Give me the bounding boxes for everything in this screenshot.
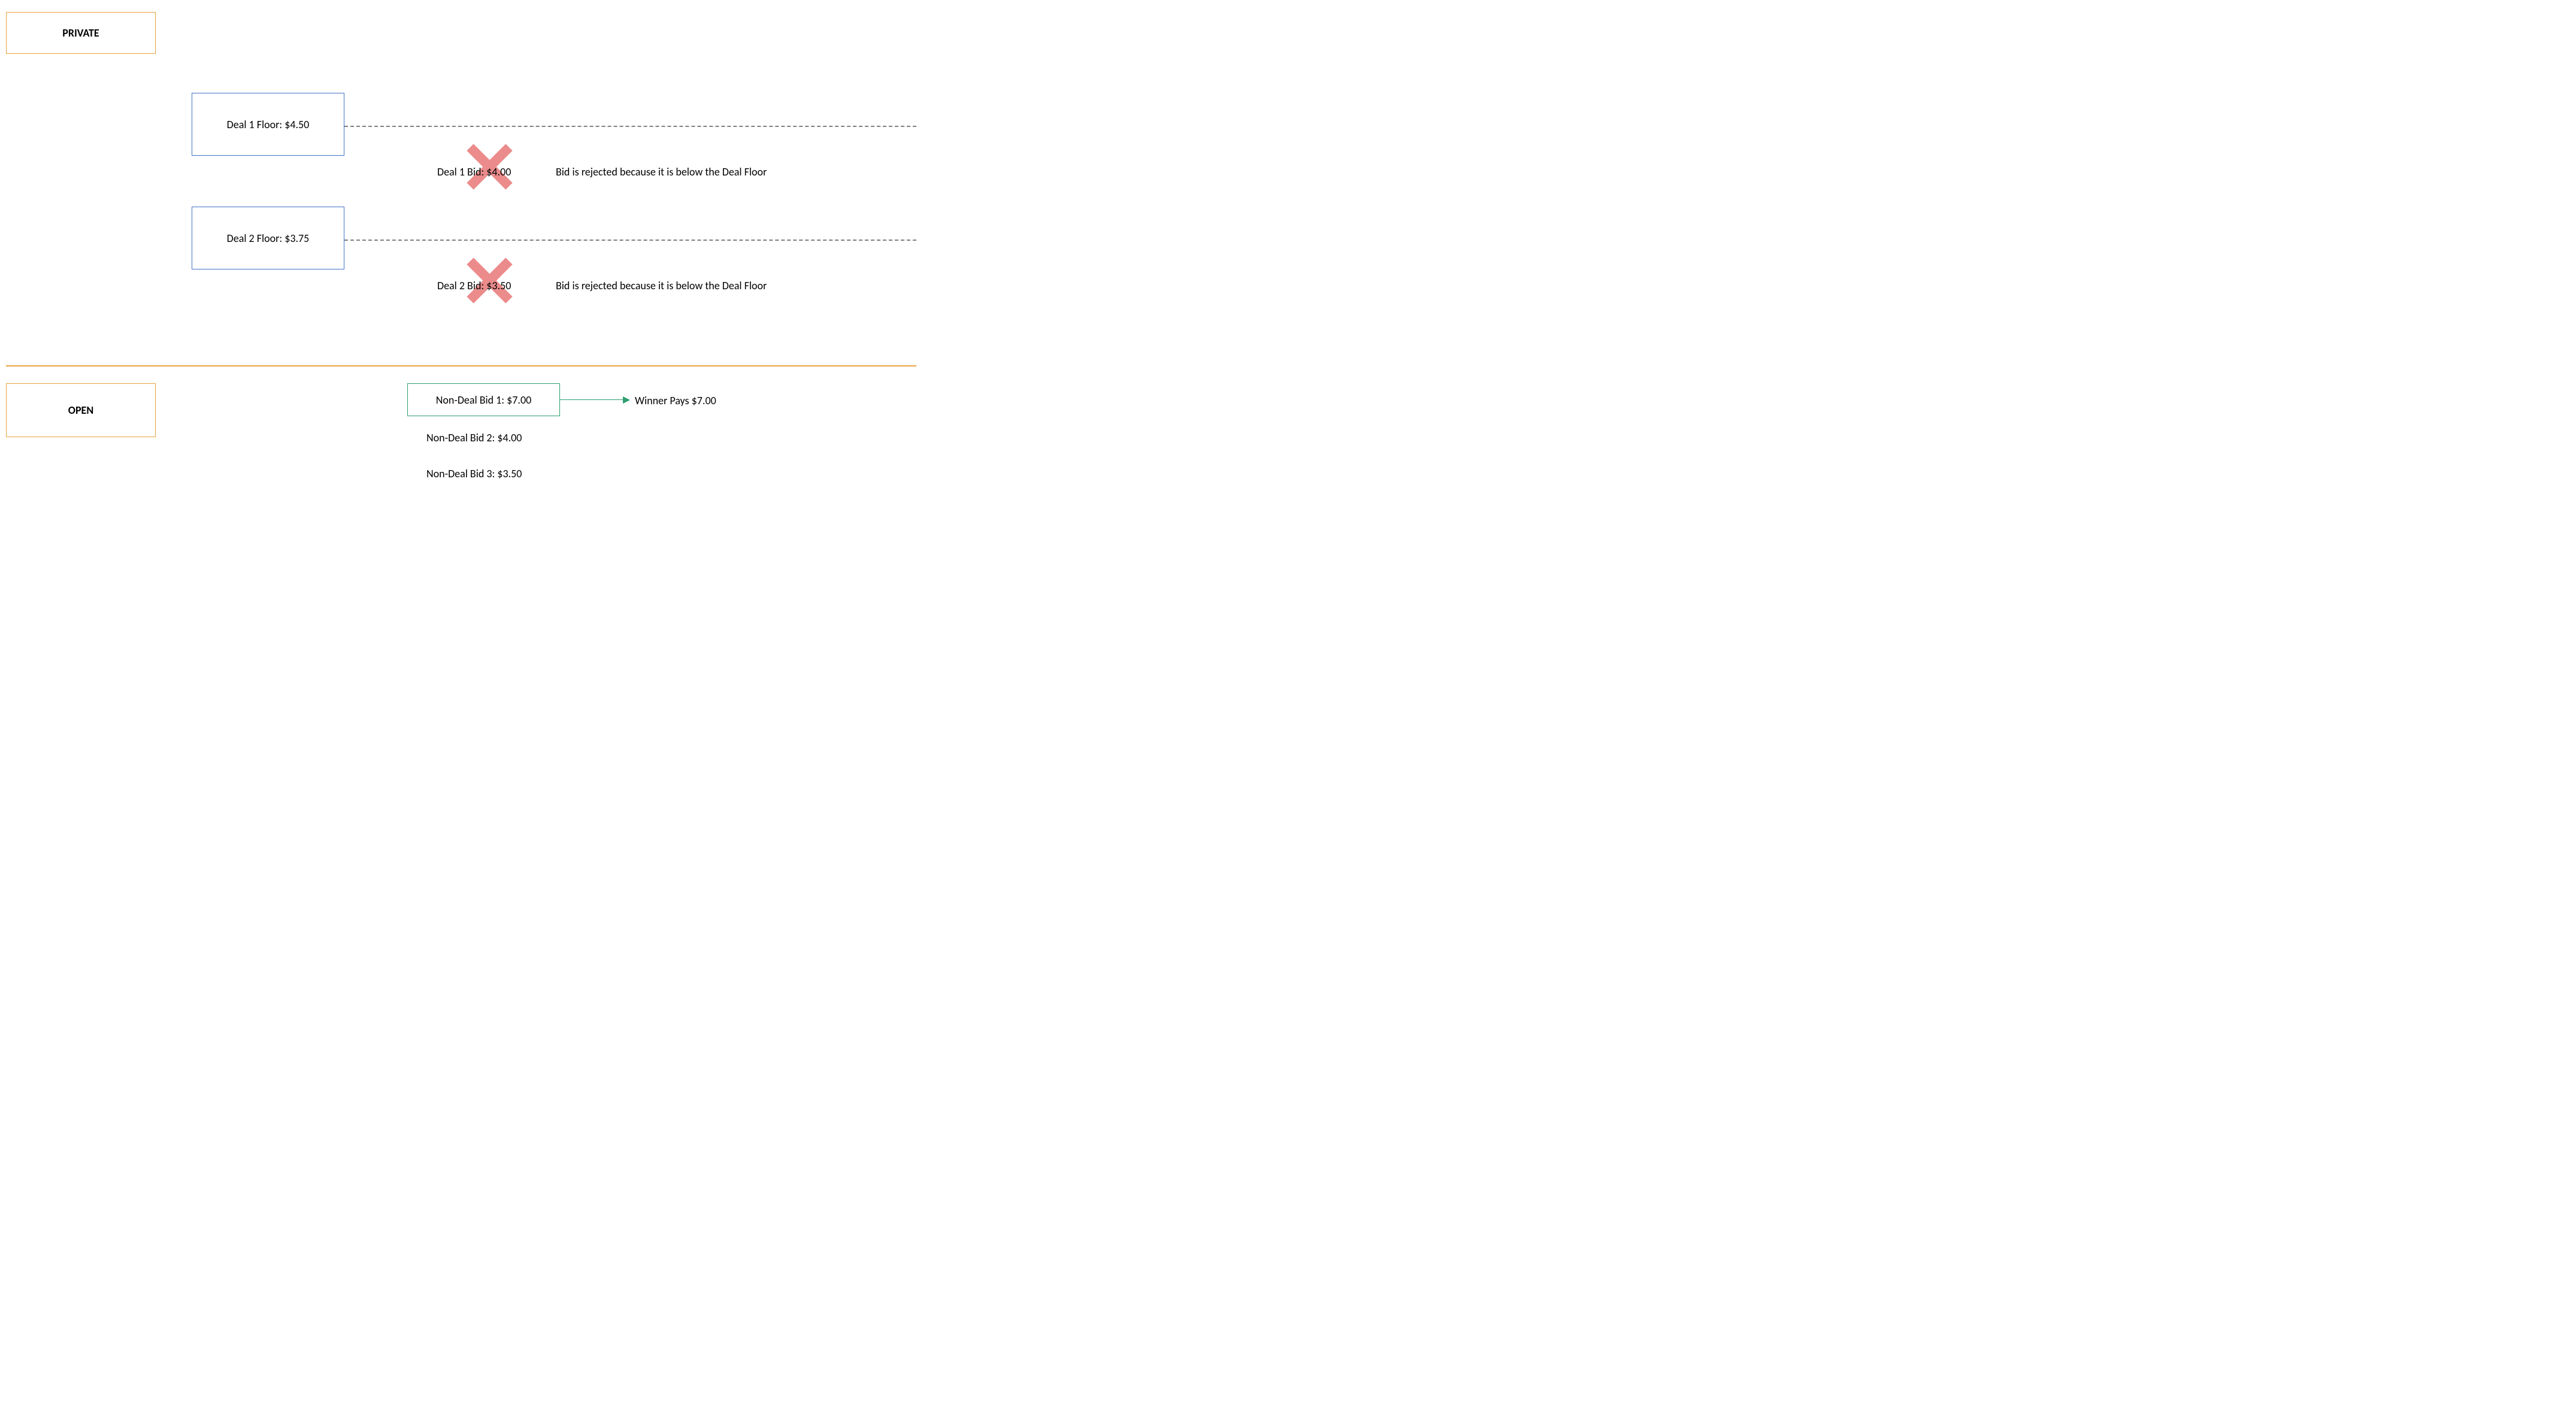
private-section-label: PRIVATE (6, 12, 156, 54)
deal-bid-label-2: Deal 2 Bid: $3.50 (437, 279, 511, 292)
deal-reason-label-2: Bid is rejected because it is below the … (556, 279, 767, 292)
open-bid-label-2: Non-Deal Bid 2: $4.00 (426, 431, 522, 444)
winner-arrow-head (623, 396, 630, 404)
deal-floor-box-1: Deal 1 Floor: $4.50 (192, 93, 344, 156)
deal-reason-label-1: Bid is rejected because it is below the … (556, 165, 767, 178)
open-bid-label-3: Non-Deal Bid 3: $3.50 (426, 467, 522, 480)
winner-arrow-line (560, 399, 623, 400)
section-divider (6, 365, 916, 366)
deal-bid-label-1: Deal 1 Bid: $4.00 (437, 165, 511, 178)
open-section-label: OPEN (6, 383, 156, 437)
deal-floor-line-1 (344, 126, 916, 127)
deal-floor-box-2: Deal 2 Floor: $3.75 (192, 207, 344, 269)
diagram-canvas: PRIVATE OPEN Deal 1 Floor: $4.50 Deal 1 Bid… (0, 0, 922, 509)
winner-bid-box: Non-Deal Bid 1: $7.00 (407, 383, 560, 416)
winner-result-label: Winner Pays $7.00 (635, 394, 716, 407)
deal-floor-line-2 (344, 240, 916, 241)
